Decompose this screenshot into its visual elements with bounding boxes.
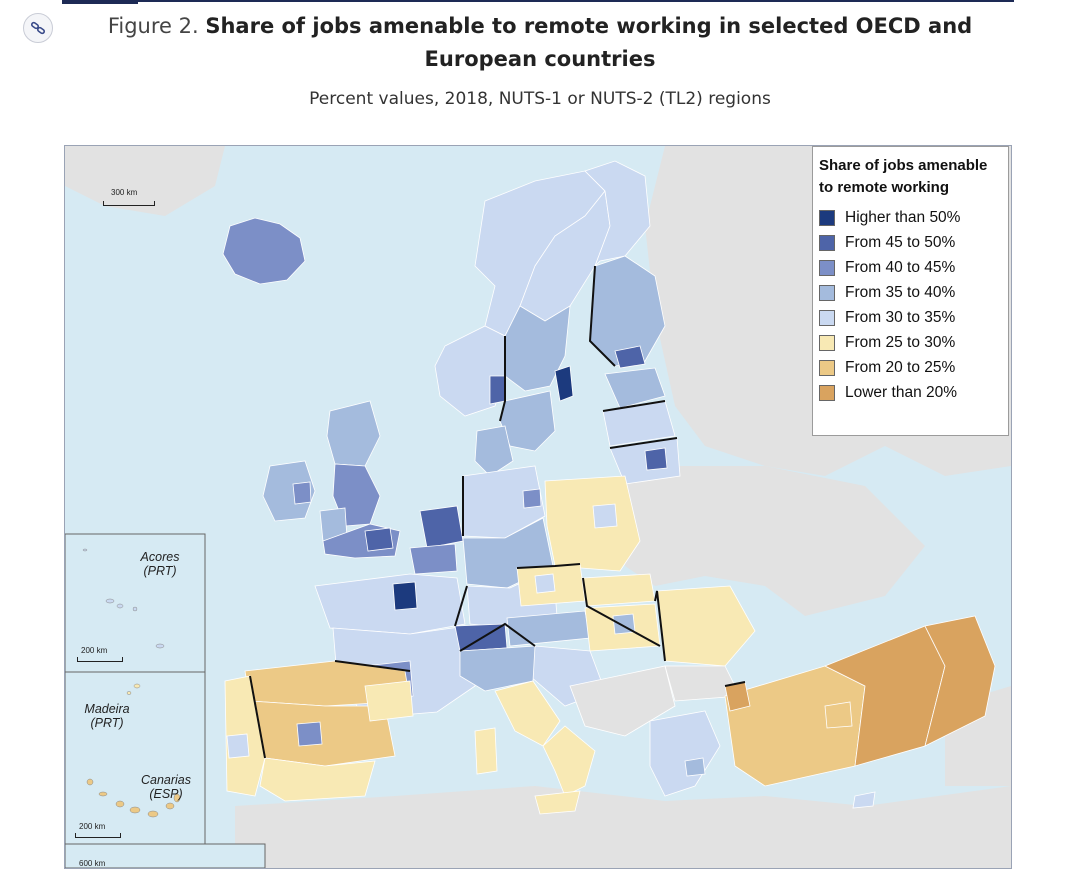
region-slovakia [582,573,656,607]
legend-title: Share of jobs amenable to remote working [819,157,988,196]
legend-swatch [819,209,835,226]
region-istanbul [724,681,751,712]
legend-swatch [819,284,835,301]
region-italy-north [459,645,536,692]
legend-label: From 40 to 45% [845,258,956,276]
inset-bottom-scale-label: 600 km [79,859,106,868]
region-belgium [409,543,458,575]
region-italy-centre [494,680,561,747]
legend-swatch [819,384,835,401]
legend-label: From 45 to 50% [845,233,956,251]
legend-item: Higher than 50% [819,205,1002,230]
map-scale-bar [103,201,155,206]
legend-item: From 35 to 40% [819,280,1002,305]
legend-item: From 25 to 30% [819,330,1002,355]
inset-acores-scale-label: 200 km [81,646,108,655]
region-turkey-east [924,615,996,747]
map-legend: Share of jobs amenable to remote working… [812,146,1009,436]
region-madrid [296,721,323,747]
legend-item: From 30 to 35% [819,305,1002,330]
legend-label: Lower than 20% [845,383,958,401]
inset-acores-scale-bar [77,657,123,662]
region-helsinki [614,345,646,369]
region-estonia [604,367,666,409]
inset-canarias-scale-label: 200 km [79,822,106,831]
madeira-islands [126,683,141,695]
country-borders [249,265,746,759]
region-france-north [314,573,466,635]
figure-main-title: Share of jobs amenable to remote working… [205,14,973,71]
inset-madeira-label: Madeira (PRT) [84,702,130,730]
link-icon[interactable] [23,13,53,43]
region-stockholm [554,365,574,402]
region-lisbon [226,733,250,759]
figure-subtitle: Percent values, 2018, NUTS-1 or NUTS-2 (… [309,89,771,109]
legend-label: From 20 to 25% [845,358,956,376]
figure-title: Figure 2. Share of jobs amenable to remo… [66,10,1014,76]
region-spain-south [259,757,376,802]
region-sicily [534,790,581,815]
inset-canarias-label: Canarias (ESP) [140,773,192,801]
region-denmark [474,425,514,477]
region-poland [544,475,641,572]
legend-swatch [819,309,835,326]
legend-label: From 25 to 30% [845,333,956,351]
acores-islands [82,548,165,649]
inset-acores-frame [65,533,206,673]
legend-swatch [819,259,835,276]
region-berlin [522,488,542,509]
legend-swatch [819,334,835,351]
region-dublin [292,481,312,505]
region-prague [534,573,556,594]
legend-item: Lower than 20% [819,380,1002,405]
region-romania [656,585,756,667]
map-area: 300 km Acores (PRT) 200 km Madeira (PRT)… [64,145,1012,869]
top-rule [62,0,1014,2]
legend-item: From 45 to 50% [819,230,1002,255]
region-cyprus [852,791,876,809]
region-scotland [326,400,381,467]
legend-label: Higher than 50% [845,208,961,226]
inset-madeira-canarias-frame [65,671,206,845]
region-netherlands [419,505,464,549]
land-east-europe [625,466,925,616]
region-ile-de-france [392,581,418,611]
inset-bottom-frame [65,843,266,868]
map-scale-label: 300 km [111,188,138,197]
canarias-islands [86,778,181,818]
legend-item: From 20 to 25% [819,355,1002,380]
region-warsaw [592,503,618,529]
region-iceland [222,217,306,285]
legend-label: From 30 to 35% [845,308,956,326]
region-athens [684,757,706,777]
region-greece [649,710,721,797]
top-rule-accent [62,0,138,4]
inset-acores-label: Acores (PRT) [140,550,180,578]
figure-number: Figure 2. [107,14,199,38]
region-london [364,527,394,552]
region-italy-south [542,725,596,797]
region-oslo [489,375,506,405]
region-vilnius [644,447,668,471]
region-finland-north [584,160,651,267]
legend-swatch [819,359,835,376]
inset-canarias-scale-bar [75,833,121,838]
region-norway-south [434,325,506,417]
legend-swatch [819,234,835,251]
region-ankara [824,701,853,729]
region-ireland [262,460,316,522]
region-catalonia [364,680,414,722]
region-sardinia [474,727,498,775]
land-greenland [65,146,225,216]
legend-label: From 35 to 40% [845,283,956,301]
europe-map [65,146,1011,868]
legend-item: From 40 to 45% [819,255,1002,280]
land-north-africa [235,786,1011,868]
